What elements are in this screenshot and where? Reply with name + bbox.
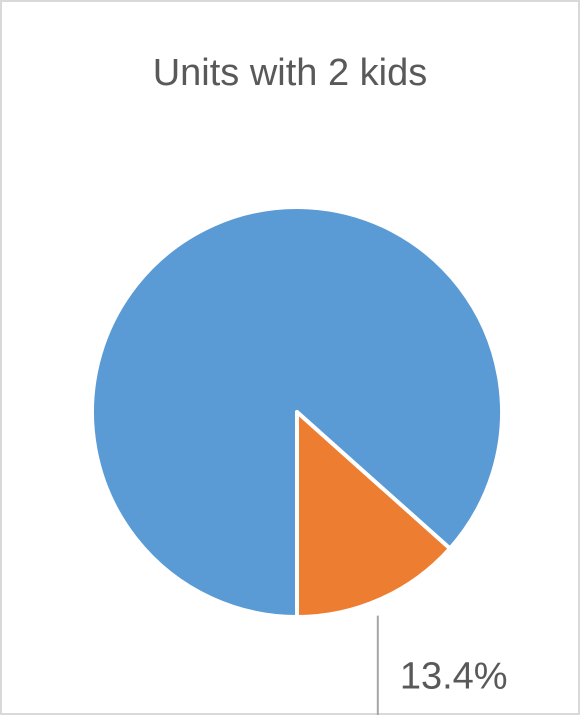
data-label: 13.4% bbox=[400, 656, 508, 698]
chart-title: Units with 2 kids bbox=[153, 52, 428, 94]
pie-slice bbox=[295, 410, 452, 619]
